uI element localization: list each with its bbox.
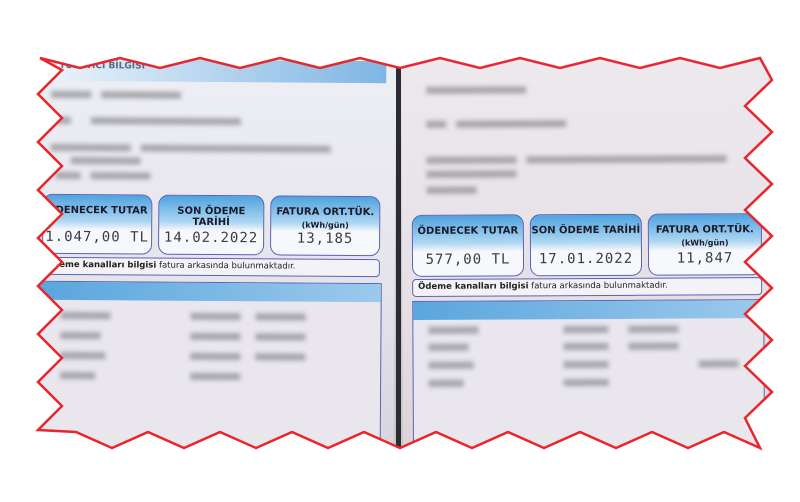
- bill-divider: [396, 58, 401, 448]
